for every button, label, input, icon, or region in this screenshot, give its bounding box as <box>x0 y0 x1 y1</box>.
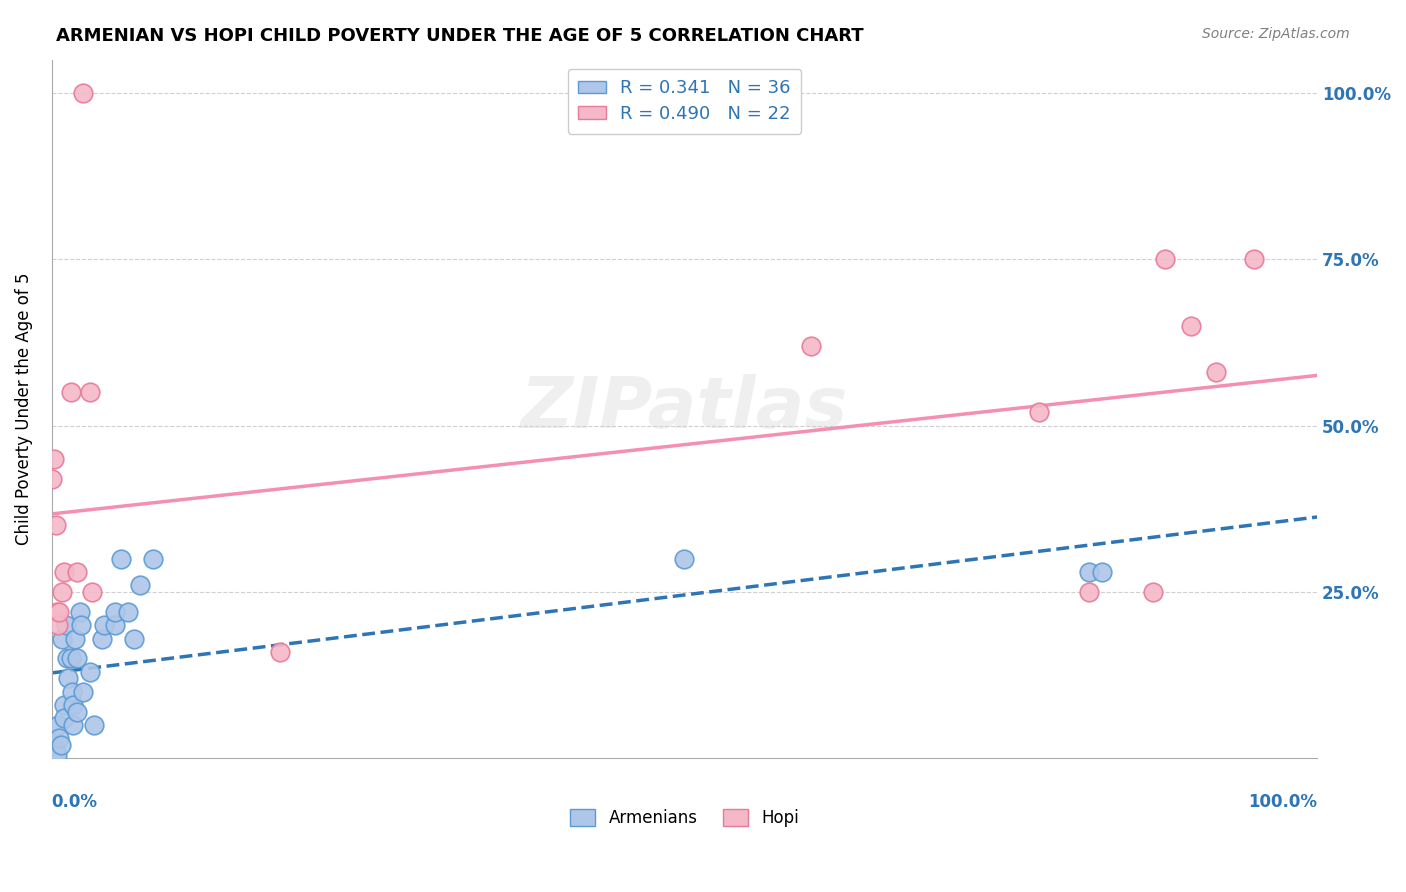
Point <box>269 645 291 659</box>
Point <box>673 551 696 566</box>
Point <box>49 738 72 752</box>
Point <box>66 705 89 719</box>
Point <box>104 618 127 632</box>
Point <box>60 685 83 699</box>
Point <box>79 385 101 400</box>
Y-axis label: Child Poverty Under the Age of 5: Child Poverty Under the Age of 5 <box>15 273 32 545</box>
Point <box>51 632 73 646</box>
Point <box>48 605 70 619</box>
Text: ARMENIAN VS HOPI CHILD POVERTY UNDER THE AGE OF 5 CORRELATION CHART: ARMENIAN VS HOPI CHILD POVERTY UNDER THE… <box>56 27 863 45</box>
Legend: Armenians, Hopi: Armenians, Hopi <box>564 802 806 834</box>
Point <box>70 618 93 632</box>
Point <box>48 731 70 746</box>
Point <box>122 632 145 646</box>
Point <box>1028 405 1050 419</box>
Point <box>63 632 86 646</box>
Point <box>55 618 77 632</box>
Point <box>1180 318 1202 333</box>
Point <box>104 605 127 619</box>
Point <box>53 698 76 712</box>
Point <box>82 585 104 599</box>
Point <box>46 718 69 732</box>
Point <box>53 565 76 579</box>
Point <box>69 605 91 619</box>
Text: Source: ZipAtlas.com: Source: ZipAtlas.com <box>1202 27 1350 41</box>
Point <box>1243 252 1265 267</box>
Point <box>79 665 101 679</box>
Point <box>59 385 82 400</box>
Point <box>53 711 76 725</box>
Point <box>58 672 80 686</box>
Point <box>62 698 84 712</box>
Point <box>72 86 94 100</box>
Point <box>1078 585 1101 599</box>
Point <box>142 551 165 566</box>
Point <box>1154 252 1177 267</box>
Point <box>41 472 63 486</box>
Point <box>44 451 66 466</box>
Point <box>1205 365 1227 379</box>
Point <box>91 632 114 646</box>
Point <box>62 718 84 732</box>
Text: 0.0%: 0.0% <box>52 793 98 811</box>
Point <box>72 685 94 699</box>
Point <box>110 551 132 566</box>
Text: ZIPatlas: ZIPatlas <box>520 375 848 443</box>
Point <box>45 745 67 759</box>
Point <box>129 578 152 592</box>
Point <box>66 565 89 579</box>
Point <box>66 651 89 665</box>
Point <box>800 339 823 353</box>
Point <box>117 605 139 619</box>
Text: 100.0%: 100.0% <box>1249 793 1317 811</box>
Point <box>93 618 115 632</box>
Point <box>83 718 105 732</box>
Point <box>51 585 73 599</box>
Point <box>45 747 67 762</box>
Point <box>46 618 69 632</box>
Point <box>44 738 66 752</box>
Point <box>59 651 82 665</box>
Point <box>45 605 67 619</box>
Point <box>1142 585 1164 599</box>
Point <box>45 518 67 533</box>
Point <box>1078 565 1101 579</box>
Point <box>1091 565 1114 579</box>
Point <box>56 651 79 665</box>
